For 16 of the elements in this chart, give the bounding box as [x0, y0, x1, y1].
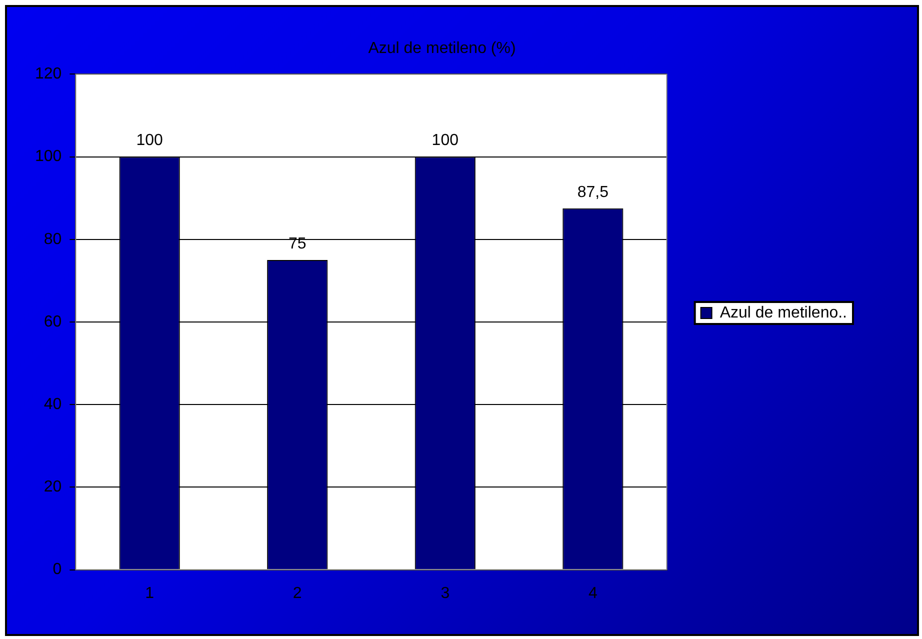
chart-title: Azul de metileno (%) — [368, 40, 516, 58]
y-tick-label: 80 — [44, 230, 62, 248]
y-tick-label: 0 — [52, 561, 62, 578]
y-tick-label: 20 — [44, 478, 62, 496]
y-tick-label: 40 — [44, 396, 62, 414]
x-tick-label: 3 — [440, 584, 450, 602]
x-tick-label: 2 — [292, 584, 302, 602]
x-tick-label: 1 — [145, 584, 154, 602]
data-label: 100 — [136, 132, 164, 150]
y-tick-label: 60 — [44, 313, 62, 330]
y-tick-label: 120 — [34, 66, 62, 83]
data-label: 100 — [432, 132, 459, 150]
legend-label: Azul de metileno.. — [720, 304, 848, 322]
data-label: 87,5 — [577, 184, 609, 201]
x-tick-label: 4 — [588, 584, 598, 602]
y-tick-label: 100 — [34, 148, 62, 166]
